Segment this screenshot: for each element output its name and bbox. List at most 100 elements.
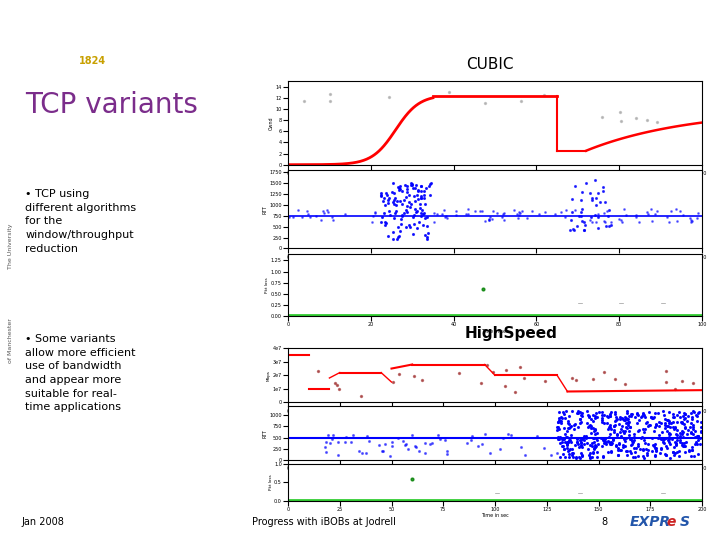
Point (678, 211, 689, 220)
Point (388, 200, 400, 208)
Point (620, 423, 631, 431)
Point (563, 436, 575, 445)
Point (562, 440, 573, 449)
Point (390, 208, 401, 217)
Point (570, 453, 582, 461)
Point (413, 187, 424, 195)
Point (667, 448, 678, 456)
Point (387, 235, 399, 244)
Point (651, 447, 662, 455)
Point (444, 88, 455, 97)
Point (661, 367, 672, 376)
Point (559, 438, 571, 447)
Point (610, 416, 621, 424)
Point (616, 413, 627, 422)
Point (435, 435, 446, 443)
Point (580, 432, 592, 441)
Point (552, 422, 563, 431)
Point (646, 414, 657, 422)
Text: HighSpeed: HighSpeed (465, 326, 557, 341)
Point (460, 210, 472, 219)
Point (576, 438, 588, 447)
Point (566, 451, 577, 460)
Point (626, 436, 637, 445)
Point (660, 451, 672, 460)
Point (678, 411, 689, 420)
Point (369, 207, 380, 216)
Point (364, 437, 375, 445)
Point (554, 433, 565, 441)
Point (382, 191, 393, 200)
Point (686, 216, 698, 225)
Point (610, 375, 621, 383)
Point (670, 440, 682, 449)
Point (636, 425, 648, 434)
Point (586, 438, 598, 447)
Point (405, 181, 417, 190)
Point (667, 448, 679, 456)
Point (649, 421, 661, 430)
Point (608, 426, 619, 435)
Point (558, 445, 570, 454)
Point (557, 434, 568, 443)
Point (409, 184, 420, 193)
Point (639, 413, 651, 421)
Point (590, 409, 602, 417)
Point (539, 377, 551, 386)
Text: The University: The University (8, 224, 12, 269)
Point (581, 407, 593, 415)
Point (679, 441, 690, 450)
Point (394, 227, 405, 235)
Point (389, 188, 400, 197)
Point (421, 213, 433, 222)
Point (589, 437, 600, 446)
Point (432, 430, 444, 439)
Point (672, 418, 683, 427)
Point (674, 413, 685, 421)
Point (603, 433, 615, 441)
Point (578, 440, 590, 448)
X-axis label: Time in sec: Time in sec (481, 328, 509, 334)
Point (679, 409, 690, 418)
Point (652, 118, 663, 126)
Point (637, 446, 649, 454)
Point (481, 361, 492, 369)
Point (590, 442, 602, 450)
Point (593, 408, 605, 417)
Point (516, 206, 527, 215)
Point (676, 417, 688, 426)
Point (398, 208, 410, 217)
Point (586, 442, 598, 451)
Point (421, 232, 433, 241)
Point (408, 192, 420, 200)
Point (624, 423, 636, 432)
Point (688, 408, 700, 416)
Point (595, 414, 607, 422)
Point (588, 427, 600, 436)
Point (318, 208, 330, 217)
Point (649, 450, 661, 459)
Point (483, 215, 495, 224)
Point (585, 213, 597, 221)
Point (646, 447, 657, 455)
Point (629, 447, 641, 456)
Point (624, 427, 635, 435)
Point (417, 206, 428, 215)
Point (582, 411, 594, 420)
Point (605, 220, 616, 229)
Point (685, 215, 697, 224)
Point (578, 218, 590, 226)
Point (687, 429, 698, 438)
Point (606, 218, 617, 226)
Point (667, 423, 679, 431)
Point (688, 451, 700, 460)
Point (631, 411, 643, 420)
Point (611, 413, 622, 421)
Point (671, 448, 683, 457)
Point (607, 434, 618, 443)
Point (369, 208, 381, 217)
Point (565, 422, 577, 430)
Point (388, 196, 400, 205)
Point (639, 411, 650, 420)
Point (621, 407, 633, 415)
